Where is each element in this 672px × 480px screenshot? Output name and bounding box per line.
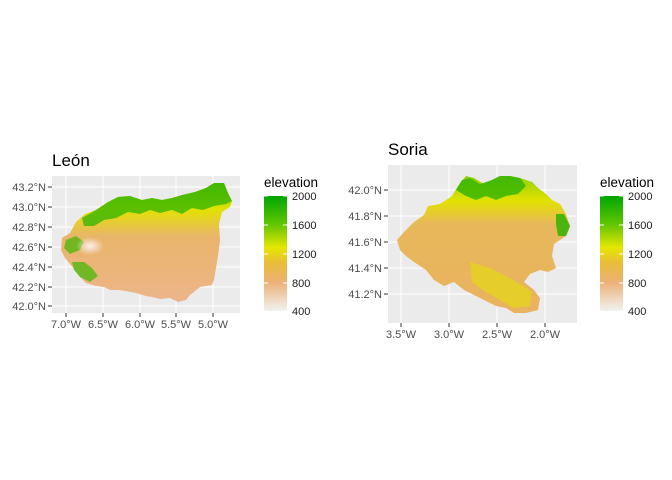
x-tick-label: 5.0°W <box>198 319 229 331</box>
legend-title: elevation <box>600 175 654 190</box>
x-tick-label: 2.5°W <box>482 329 513 341</box>
northern-sierras <box>456 176 526 200</box>
elevation-raster-leon <box>61 183 232 302</box>
x-tick-label: 6.0°W <box>125 319 156 331</box>
y-tick-label: 41.2°N <box>348 289 382 301</box>
y-tick-label: 41.8°N <box>348 211 382 223</box>
legend-label: 800 <box>292 278 310 290</box>
northern-mountains <box>82 183 232 226</box>
y-axis: 42.0°N 41.8°N 41.6°N 41.4°N 41.2°N <box>348 185 388 301</box>
y-tick-label: 41.4°N <box>348 263 382 275</box>
western-mountains <box>64 236 98 282</box>
legend-label: 1600 <box>292 220 316 232</box>
legend-label: 800 <box>628 278 646 290</box>
x-axis: 3.5°W 3.0°W 2.5°W 2.0°W <box>386 323 561 341</box>
x-tick-label: 3.5°W <box>386 329 417 341</box>
legend: elevation 2000 1600 1200 800 400 <box>264 175 318 318</box>
moncayo-massif <box>556 214 570 236</box>
y-tick-label: 42.0°N <box>348 185 382 197</box>
soria-province-shape <box>397 176 570 313</box>
y-tick-label: 42.2°N <box>12 282 46 294</box>
legend-label: 400 <box>292 306 310 318</box>
legend-label: 1200 <box>628 249 652 261</box>
y-tick-label: 43.0°N <box>12 202 46 214</box>
legend-label: 400 <box>628 306 646 318</box>
panel-title: Soria <box>388 140 428 159</box>
low-valley <box>76 237 104 255</box>
panel-title: León <box>52 151 90 170</box>
legend-colorbar <box>600 196 623 311</box>
legend-label: 2000 <box>628 191 652 203</box>
map-panel-soria: Soria 42.0 <box>348 140 654 341</box>
x-tick-label: 3.0°W <box>434 329 465 341</box>
y-tick-label: 42.0°N <box>12 301 46 313</box>
map-panel-leon: León <box>12 151 318 331</box>
legend-title: elevation <box>264 175 318 190</box>
elevation-raster-soria <box>397 176 570 313</box>
legend: elevation 2000 1600 1200 800 400 <box>600 175 654 318</box>
y-axis: 43.2°N 43.0°N 42.8°N 42.6°N 42.4°N 42.2°… <box>12 182 52 313</box>
legend-label: 1200 <box>292 249 316 261</box>
x-tick-label: 6.5°W <box>88 319 119 331</box>
legend-label: 2000 <box>292 191 316 203</box>
x-tick-label: 7.0°W <box>51 319 82 331</box>
y-tick-label: 42.4°N <box>12 262 46 274</box>
x-tick-label: 5.5°W <box>161 319 192 331</box>
x-tick-label: 2.0°W <box>530 329 561 341</box>
y-tick-label: 42.6°N <box>12 242 46 254</box>
y-tick-label: 41.6°N <box>348 237 382 249</box>
legend-label: 1600 <box>628 220 652 232</box>
x-axis: 7.0°W 6.5°W 6.0°W 5.5°W 5.0°W <box>51 313 229 331</box>
southern-uplands <box>470 262 532 308</box>
legend-colorbar <box>264 196 287 311</box>
y-tick-label: 43.2°N <box>12 182 46 194</box>
y-tick-label: 42.8°N <box>12 222 46 234</box>
